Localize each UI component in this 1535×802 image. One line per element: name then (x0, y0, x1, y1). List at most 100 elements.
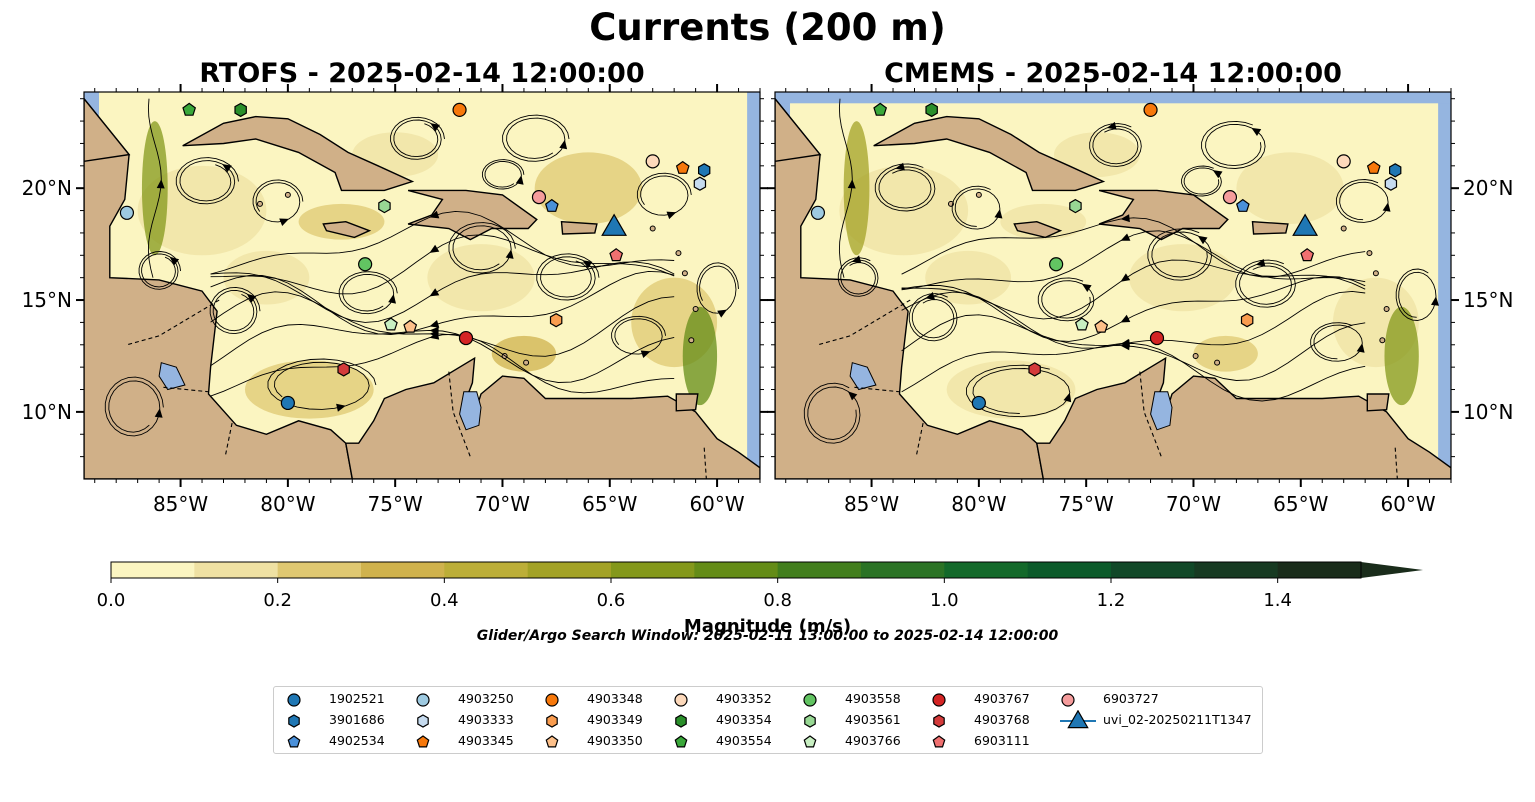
streamline (901, 314, 1366, 381)
streamline-arrow (717, 309, 727, 318)
float-1902521 (971, 395, 986, 411)
float-4903348 (1143, 102, 1158, 117)
land-puertoRico (560, 220, 598, 235)
legend: 1902521 3901686 4902534 4903250 4903333 49033… (273, 686, 1263, 754)
legend-label: 4903768 (974, 712, 1030, 727)
streamline-arrow (925, 292, 935, 300)
country-border (916, 422, 924, 455)
no-data-band (775, 92, 1451, 104)
streamline-arrow (640, 350, 651, 358)
colorbar: 0.0 0.2 0.4 0.6 0.8 1.0 1.2 1.4 (97, 561, 1423, 611)
float-4903350 (403, 319, 418, 333)
colorbar-tick-label: 0.6 (597, 590, 626, 611)
float-3901686 (1388, 163, 1402, 178)
country-border (854, 386, 900, 393)
colorbar-tick-label: 1.2 (1097, 590, 1126, 611)
streamline-arrow (1120, 273, 1131, 282)
streamline-arrow (666, 211, 677, 220)
legend-label: 4903250 (458, 691, 514, 706)
streamline (901, 259, 1366, 320)
float-6903111 (609, 248, 624, 262)
float-4903352 (645, 154, 660, 169)
legend-pentagon (545, 735, 559, 748)
colorbar-tick-label: 0.0 (97, 590, 126, 611)
legend-marker-circle (287, 693, 301, 707)
figure-title: Currents (200 m) (589, 6, 946, 49)
streamline-arrow (515, 175, 524, 185)
streamline (267, 358, 377, 410)
current-speed-patch (534, 152, 642, 224)
streamline-arrow (1212, 170, 1223, 179)
x-tick-label: 85°W (153, 492, 208, 516)
legend-label: 4903561 (845, 712, 901, 727)
small-island (523, 359, 530, 366)
country-border (1394, 447, 1398, 479)
streamline-arrow (1197, 235, 1208, 245)
legend-marker-pentagon (545, 735, 559, 748)
legend-marker-circle (545, 693, 559, 707)
streamline-arrow (429, 330, 439, 338)
lake-nicaragua (849, 362, 877, 391)
streamline (1147, 228, 1212, 281)
colorbar-tick-label: 1.0 (930, 590, 959, 611)
small-island (649, 225, 656, 232)
x-tick-label: 80°W (260, 492, 315, 516)
current-speed-patch (1193, 335, 1258, 372)
legend-circle (545, 693, 559, 707)
streamline-arrow (582, 260, 593, 269)
streamline-arrow (851, 255, 862, 264)
x-tick-label: 70°W (475, 492, 530, 516)
float-4903767 (458, 330, 474, 346)
land-jamaica (322, 220, 372, 239)
colorbar-segment (361, 562, 445, 578)
legend-hexagon (675, 714, 687, 728)
streamline (901, 290, 1366, 349)
colorbar-segment (944, 562, 1029, 578)
float-4902534 (544, 198, 559, 212)
x-tick-label: 70°W (1166, 492, 1221, 516)
colorbar-segment (194, 562, 279, 578)
x-tick-label: 80°W (951, 492, 1006, 516)
float-4903554 (182, 102, 197, 116)
legend-marker-circle (674, 693, 688, 707)
panel-title-rtofs: RTOFS - 2025-02-14 12:00:00 (199, 58, 645, 89)
legend-label: 4903767 (974, 691, 1030, 706)
country-border (163, 386, 209, 393)
small-island (1214, 359, 1221, 366)
streamline-arrow (429, 320, 440, 328)
current-speed-patch (1384, 306, 1419, 406)
float-6903727 (531, 190, 547, 205)
legend-label: 4903352 (716, 691, 772, 706)
colorbar-segment (111, 562, 195, 578)
streamline-arrow (279, 218, 289, 226)
legend-marker-pentagon (416, 735, 430, 748)
float-4903767 (1149, 330, 1165, 346)
y-tick-label: 15°N (1463, 288, 1513, 312)
lake-nicaragua (158, 362, 186, 391)
land-jamaica (1013, 220, 1063, 239)
small-island (284, 191, 291, 198)
legend-label: 4903554 (716, 733, 772, 748)
colorbar-segment (861, 562, 945, 578)
legend-label: 4903333 (458, 712, 514, 727)
streamline (901, 230, 1366, 291)
streamline (210, 323, 675, 383)
country-border (1139, 371, 1162, 457)
legend-marker-hexagon (417, 714, 429, 728)
streamline-arrow (994, 209, 1003, 219)
y-tick-label: 20°N (1463, 176, 1513, 200)
float-4903333 (693, 176, 707, 191)
y-tick-label: 20°N (22, 176, 72, 200)
colorbar-frame (110, 561, 1362, 579)
legend-label: 1902521 (329, 691, 385, 706)
map-frame (774, 91, 1452, 480)
float-4903350 (1094, 319, 1109, 333)
colorbar-segment (1111, 562, 1195, 578)
streamline-arrow (895, 162, 905, 171)
legend-pentagon (674, 735, 688, 748)
small-island (1372, 270, 1379, 277)
streamline (210, 234, 675, 295)
float-4903345 (1366, 160, 1381, 174)
legend-circle (416, 693, 430, 707)
float-4902534 (1235, 198, 1250, 212)
